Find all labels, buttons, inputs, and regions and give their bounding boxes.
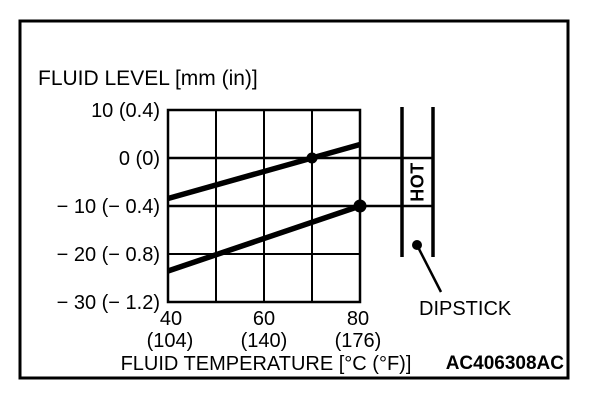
x-tick-label-fahrenheit: (176) xyxy=(335,330,382,352)
hot-range-label: HOT xyxy=(408,162,428,202)
x-axis-label: FLUID TEMPERATURE [°C (°F)] xyxy=(121,353,412,375)
y-tick-label: 0 (0) xyxy=(119,148,160,170)
dipstick-label: DIPSTICK xyxy=(419,298,512,320)
chart-grid xyxy=(166,108,435,304)
lower-limit-line xyxy=(167,203,361,274)
y-axis-tick-labels: 10 (0.4) 0 (0) − 10 (− 0.4) − 20 (− 0.8)… xyxy=(57,100,160,314)
x-tick-label-fahrenheit: (104) xyxy=(147,330,194,352)
upper-limit-line xyxy=(167,141,361,202)
y-tick-label: − 10 (− 0.4) xyxy=(57,196,160,218)
y-tick-label: − 20 (− 0.8) xyxy=(57,244,160,266)
y-tick-label: 10 (0.4) xyxy=(91,100,160,122)
lower-line-marker-dot xyxy=(353,199,367,213)
dipstick-leader-line xyxy=(417,248,443,293)
figure-border xyxy=(18,19,570,380)
upper-line-marker-dot xyxy=(306,152,318,164)
figure-code: AC406308AC xyxy=(446,353,565,374)
dipstick: HOT xyxy=(400,107,435,257)
x-tick-label-celsius: 40 xyxy=(160,308,182,330)
dipstick-callout-dot xyxy=(412,240,422,250)
chart-title: FLUID LEVEL [mm (in)] xyxy=(38,67,258,90)
y-tick-label: − 30 (− 1.2) xyxy=(57,292,160,314)
x-tick-label-celsius: 60 xyxy=(253,308,275,330)
x-tick-label-fahrenheit: (140) xyxy=(241,330,288,352)
x-tick-label-celsius: 80 xyxy=(347,308,369,330)
x-axis-tick-labels: 40 60 80 (104) (140) (176) xyxy=(147,308,382,352)
